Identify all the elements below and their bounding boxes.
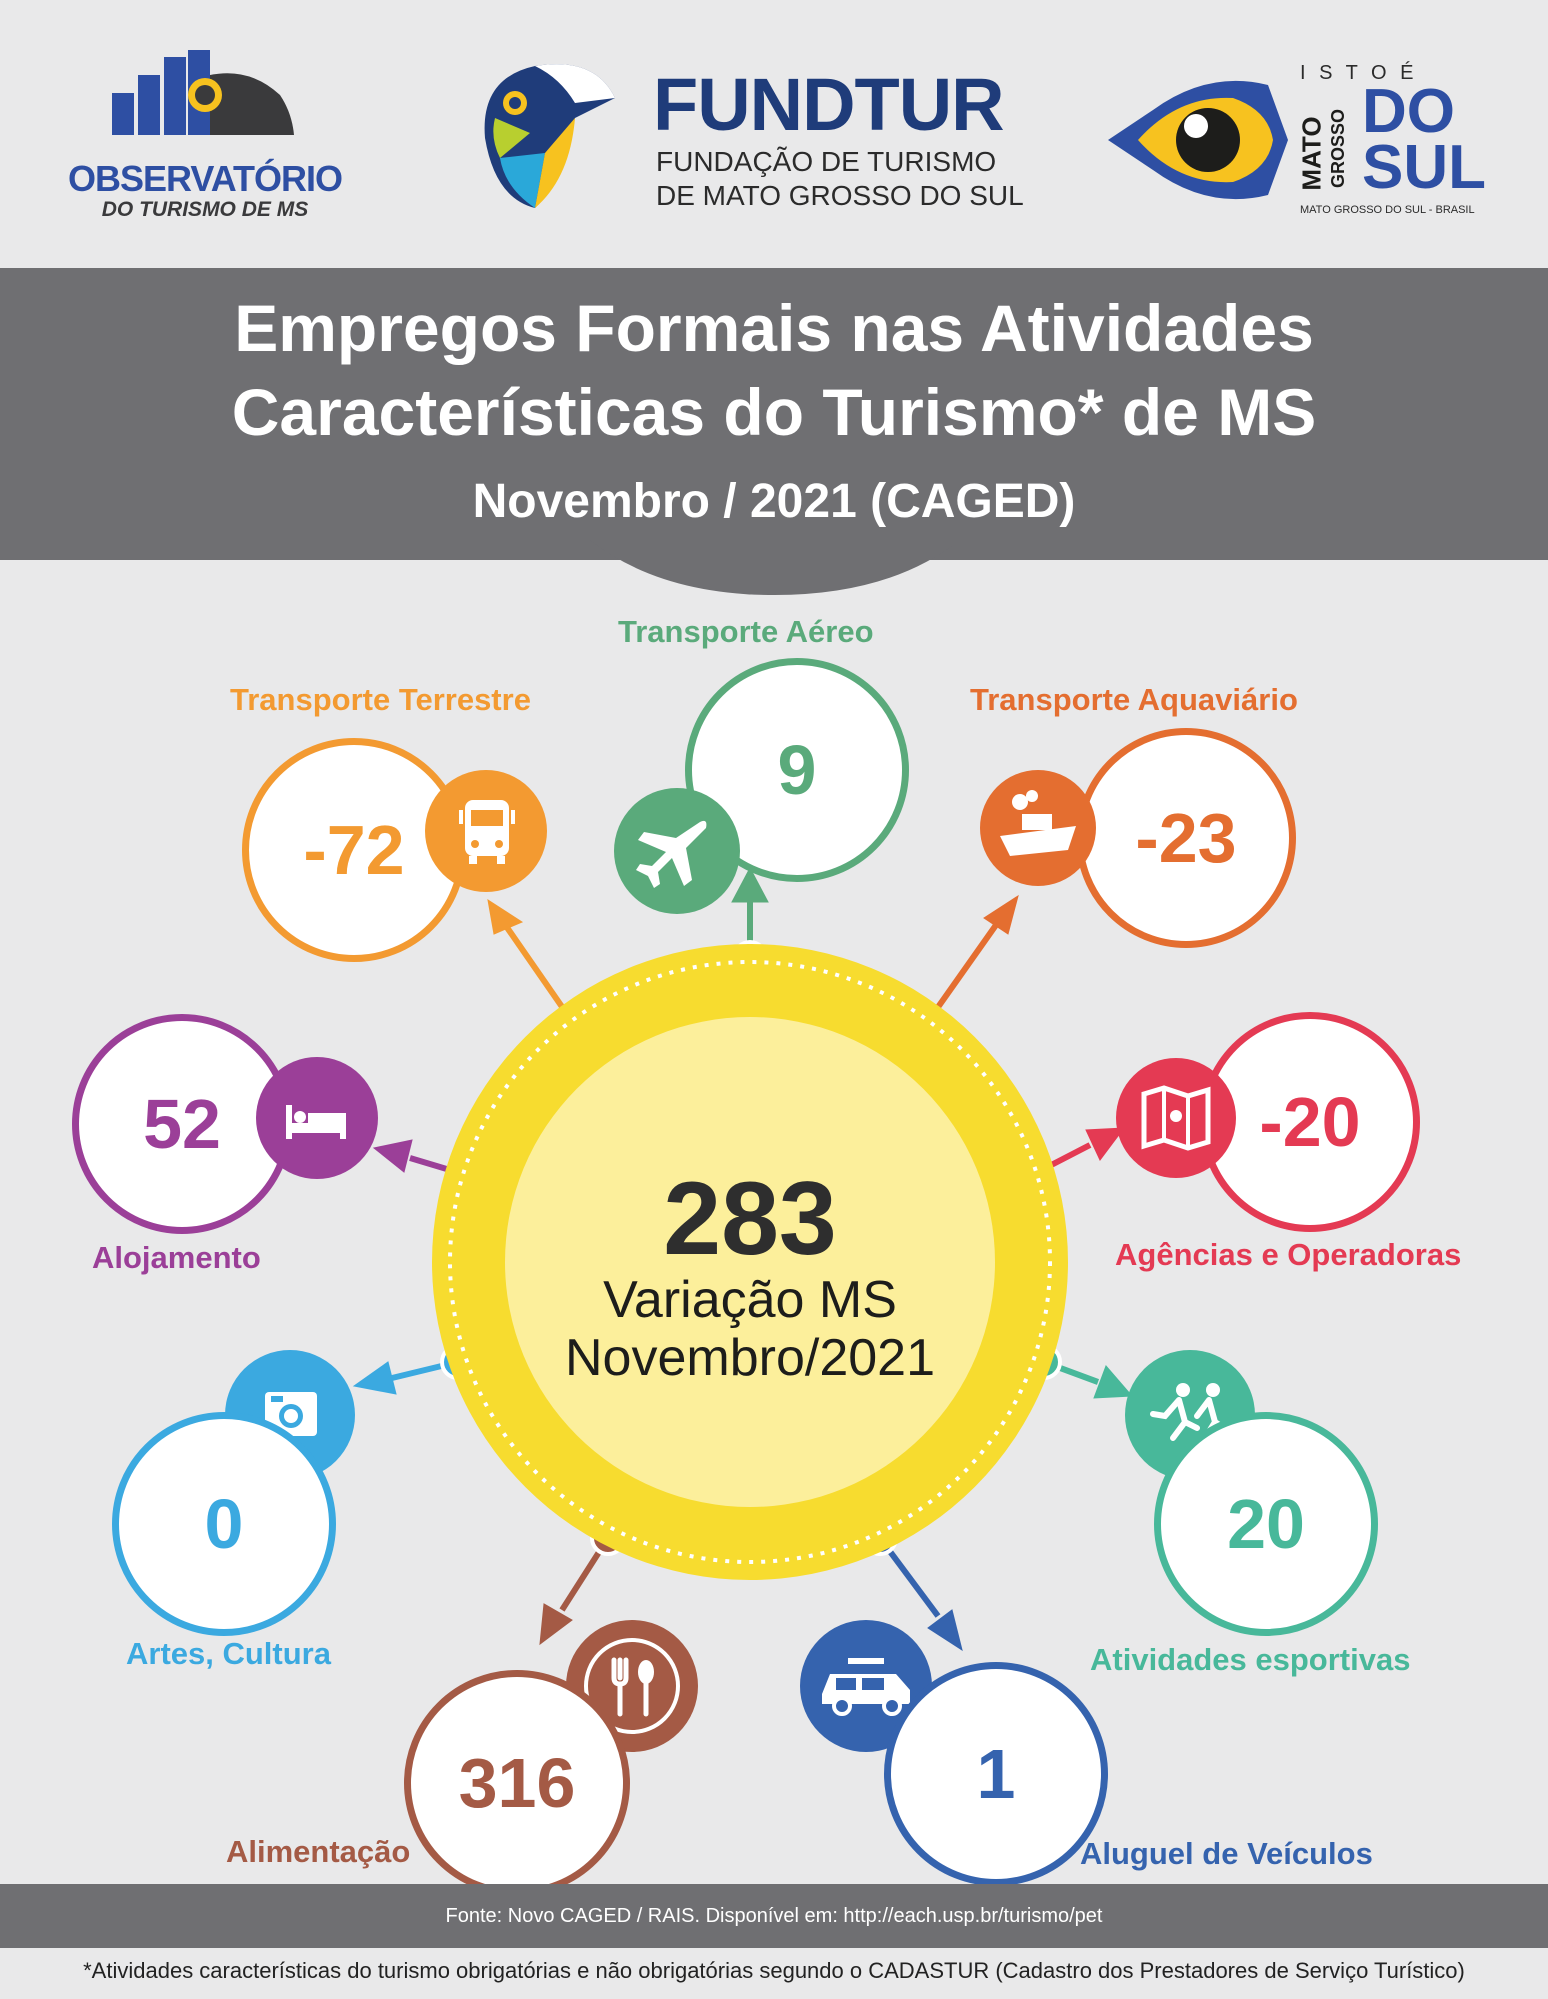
fundtur-name: FUNDTUR bbox=[653, 63, 1005, 146]
label-alimentacao: Alimentação bbox=[226, 1834, 411, 1869]
bus-icon bbox=[425, 770, 547, 892]
observatorio-subname: DO TURISMO DE MS bbox=[101, 198, 309, 221]
airplane-icon bbox=[614, 788, 740, 914]
title-banner-tab bbox=[590, 540, 960, 595]
header-logos: OBSERVATÓRIO DO TURISMO DE MS FUNDTUR FU… bbox=[0, 0, 1548, 268]
ms-logo-sul: SUL bbox=[1362, 133, 1486, 202]
value-agencias-operadoras: -20 bbox=[1259, 1083, 1361, 1161]
value-alimentacao: 316 bbox=[458, 1744, 576, 1822]
value-alojamento: 52 bbox=[143, 1085, 221, 1163]
bubble-artes-cultura: 0 bbox=[112, 1412, 336, 1636]
label-atividades-esportivas: Atividades esportivas bbox=[1090, 1642, 1411, 1677]
page-subtitle: Novembro / 2021 (CAGED) bbox=[472, 475, 1076, 528]
footer-source: Fonte: Novo CAGED / RAIS. Disponível em:… bbox=[0, 1884, 1548, 1948]
bubble-aluguel-veiculos: 1 bbox=[884, 1662, 1108, 1886]
page-title-line2: Características do Turismo* de MS bbox=[231, 375, 1317, 449]
center-value: 283 bbox=[663, 1161, 837, 1277]
value-aluguel-veiculos: 1 bbox=[976, 1735, 1016, 1813]
label-alojamento: Alojamento bbox=[92, 1240, 261, 1275]
bubble-transporte-aquaviario: -23 bbox=[1076, 728, 1296, 948]
value-atividades-esportivas: 20 bbox=[1227, 1485, 1305, 1563]
center-label-2: Novembro/2021 bbox=[565, 1329, 935, 1387]
fundtur-line1: FUNDAÇÃO DE TURISMO bbox=[656, 146, 997, 177]
observatorio-logo-icon bbox=[112, 50, 294, 135]
center-disc bbox=[432, 944, 1068, 1580]
bed-icon bbox=[256, 1057, 378, 1179]
label-transporte-terrestre: Transporte Terrestre bbox=[230, 682, 531, 717]
ms-logo-do: DO bbox=[1362, 77, 1455, 146]
value-transporte-aereo: 9 bbox=[777, 731, 817, 809]
bubble-atividades-esportivas: 20 bbox=[1154, 1412, 1378, 1636]
label-transporte-aquaviario: Transporte Aquaviário bbox=[970, 682, 1298, 717]
value-artes-cultura: 0 bbox=[204, 1485, 244, 1563]
value-transporte-terrestre: -72 bbox=[303, 811, 405, 889]
bubble-agencias-operadoras: -20 bbox=[1200, 1012, 1420, 1232]
bubble-alimentacao: 316 bbox=[404, 1670, 630, 1896]
ms-logo-top: I S T O É bbox=[1300, 62, 1418, 84]
title-banner bbox=[0, 268, 1548, 560]
label-transporte-aereo: Transporte Aéreo bbox=[618, 614, 874, 649]
ms-eye-icon bbox=[1108, 80, 1288, 200]
label-aluguel-veiculos: Aluguel de Veículos bbox=[1080, 1836, 1373, 1871]
value-transporte-aquaviario: -23 bbox=[1135, 799, 1237, 877]
page-title-line1: Empregos Formais nas Atividades bbox=[234, 291, 1314, 365]
observatorio-name: OBSERVATÓRIO bbox=[67, 158, 343, 199]
label-agencias-operadoras: Agências e Operadoras bbox=[1115, 1237, 1462, 1272]
footnote: *Atividades características do turismo o… bbox=[83, 1958, 1465, 1983]
ship-icon bbox=[980, 770, 1096, 886]
bubble-alojamento: 52 bbox=[72, 1014, 292, 1234]
label-artes-cultura: Artes, Cultura bbox=[126, 1636, 331, 1671]
fundtur-line2: DE MATO GROSSO DO SUL bbox=[656, 180, 1024, 211]
center-label-1: Variação MS bbox=[603, 1271, 897, 1329]
toucan-icon bbox=[484, 64, 615, 208]
map-icon bbox=[1116, 1058, 1236, 1178]
ms-logo-bottom: MATO GROSSO DO SUL - BRASIL bbox=[1300, 204, 1475, 216]
